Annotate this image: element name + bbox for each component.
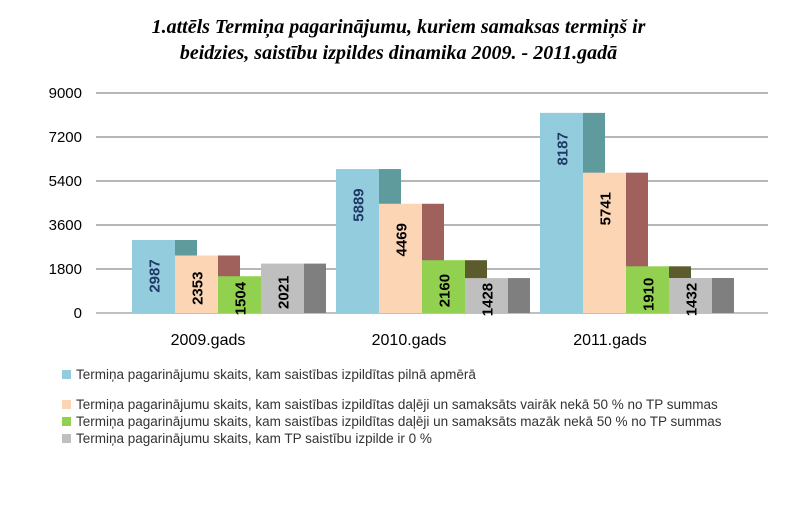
- legend-label: Termiņa pagarinājumu skaits, kam saistīb…: [76, 367, 476, 382]
- data-label: 4469: [394, 223, 411, 256]
- legend-swatch: [62, 417, 71, 426]
- bar: [540, 112, 583, 313]
- x-category-label: 2010.gads: [372, 332, 447, 349]
- legend-label: Termiņa pagarinājumu skaits, kam saistīb…: [76, 414, 722, 429]
- legend-item: Termiņa pagarinājumu skaits, kam saistīb…: [62, 396, 762, 413]
- bar: [261, 263, 304, 313]
- data-label: 2987: [147, 259, 164, 292]
- x-category-label: 2011.gads: [573, 332, 647, 349]
- data-label: 5889: [351, 188, 368, 221]
- bar: [626, 266, 669, 313]
- bar-side: [508, 278, 530, 313]
- bar-side: [712, 277, 734, 313]
- legend-label: Termiņa pagarinājumu skaits, kam TP sais…: [76, 431, 432, 446]
- legend-swatch: [62, 434, 71, 443]
- legend: Termiņa pagarinājumu skaits, kam saistīb…: [62, 366, 762, 447]
- legend-swatch: [62, 370, 71, 379]
- legend-swatch: [62, 400, 71, 409]
- y-tick-label: 5400: [49, 173, 82, 190]
- data-label: 1504: [233, 281, 250, 315]
- y-tick-label: 0: [74, 305, 82, 322]
- y-tick-label: 3600: [49, 217, 82, 234]
- y-tick-label: 1800: [49, 261, 82, 278]
- chart-title-line-1: 1.attēls Termiņa pagarinājumu, kuriem sa…: [151, 16, 646, 38]
- data-label: 8187: [555, 132, 572, 165]
- data-label: 1910: [641, 278, 658, 311]
- chart-title-line-2: beidzies, saistību izpildes dinamika 200…: [179, 42, 618, 64]
- legend-item: Termiņa pagarinājumu skaits, kam saistīb…: [62, 413, 762, 430]
- y-tick-label: 7200: [49, 129, 82, 146]
- bar-chart: 0 1800 3600 5400 7200 9000 2987 5889 8187 2353 446…: [49, 85, 768, 349]
- y-tick-label: 9000: [49, 85, 82, 102]
- data-label: 2160: [437, 274, 454, 307]
- bar: [422, 260, 465, 313]
- bar: [669, 277, 712, 313]
- bar: [465, 278, 508, 313]
- bar: [336, 169, 379, 313]
- legend-label: Termiņa pagarinājumu skaits, kam saistīb…: [76, 397, 718, 412]
- data-label: 2353: [190, 272, 207, 305]
- bar: [218, 276, 261, 313]
- bar: [132, 239, 175, 313]
- data-label: 5741: [598, 192, 615, 225]
- bar: [175, 255, 218, 313]
- legend-item: Termiņa pagarinājumu skaits, kam TP sais…: [62, 430, 762, 447]
- bar: [379, 203, 422, 313]
- bar-side: [304, 263, 326, 313]
- bar: [583, 172, 626, 313]
- x-category-label: 2009.gads: [171, 332, 246, 349]
- legend-item: Termiņa pagarinājumu skaits, kam saistīb…: [62, 366, 762, 383]
- data-label: 2021: [276, 276, 293, 309]
- chart-title: 1.attēls Termiņa pagarinājumu, kuriem sa…: [0, 14, 797, 66]
- data-label: 1428: [480, 283, 497, 316]
- data-label: 1432: [684, 283, 701, 316]
